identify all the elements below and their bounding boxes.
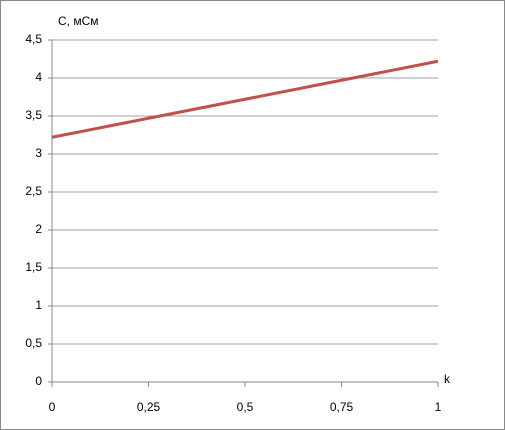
y-tick-label: 2,5 (25, 184, 42, 198)
data-line (51, 59, 439, 139)
x-tick-label: 1 (435, 400, 442, 414)
y-tick-label: 3,5 (25, 108, 42, 122)
y-tick-label: 0,5 (25, 336, 42, 350)
y-tick-label: 1,5 (25, 260, 42, 274)
y-tick-label: 4 (35, 70, 42, 84)
x-tick-label: 0,25 (137, 400, 161, 414)
x-tick-label: 0,75 (330, 400, 354, 414)
y-tick-label: 3 (35, 146, 42, 160)
y-axis-label: С, мСм (58, 14, 99, 28)
y-tick-label: 4,5 (25, 32, 42, 46)
y-tick-label: 2 (35, 222, 42, 236)
x-axis-label: k (444, 372, 451, 386)
y-tick-label: 1 (35, 298, 42, 312)
x-tick-label: 0,5 (237, 400, 254, 414)
x-tick-label: 0 (49, 400, 56, 414)
y-tick-label: 0 (35, 374, 42, 388)
